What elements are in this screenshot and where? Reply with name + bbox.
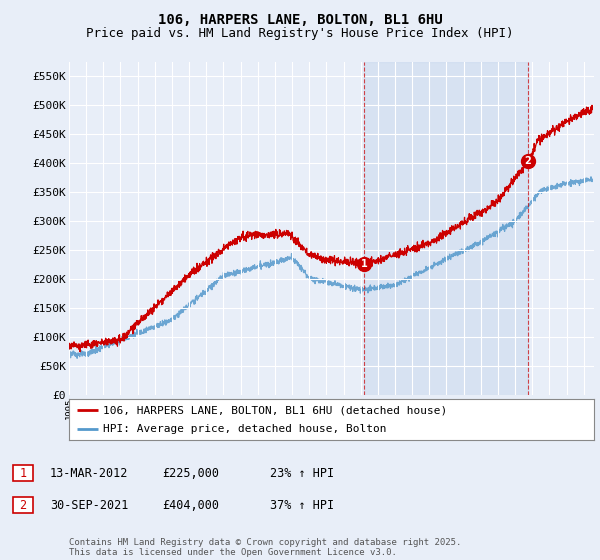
Text: 13-MAR-2012: 13-MAR-2012	[50, 466, 128, 480]
Text: HPI: Average price, detached house, Bolton: HPI: Average price, detached house, Bolt…	[103, 424, 386, 433]
Text: Contains HM Land Registry data © Crown copyright and database right 2025.
This d: Contains HM Land Registry data © Crown c…	[69, 538, 461, 557]
Text: £404,000: £404,000	[162, 498, 219, 512]
Text: 2: 2	[524, 156, 532, 166]
Text: Price paid vs. HM Land Registry's House Price Index (HPI): Price paid vs. HM Land Registry's House …	[86, 27, 514, 40]
Text: 106, HARPERS LANE, BOLTON, BL1 6HU (detached house): 106, HARPERS LANE, BOLTON, BL1 6HU (deta…	[103, 405, 448, 415]
Text: 106, HARPERS LANE, BOLTON, BL1 6HU: 106, HARPERS LANE, BOLTON, BL1 6HU	[158, 13, 442, 27]
Text: 1: 1	[361, 259, 367, 269]
Text: 23% ↑ HPI: 23% ↑ HPI	[270, 466, 334, 480]
Bar	[364, 62, 528, 395]
Text: 1: 1	[19, 466, 26, 480]
Text: 37% ↑ HPI: 37% ↑ HPI	[270, 498, 334, 512]
Text: £225,000: £225,000	[162, 466, 219, 480]
Text: 30-SEP-2021: 30-SEP-2021	[50, 498, 128, 512]
Text: 2: 2	[19, 498, 26, 512]
